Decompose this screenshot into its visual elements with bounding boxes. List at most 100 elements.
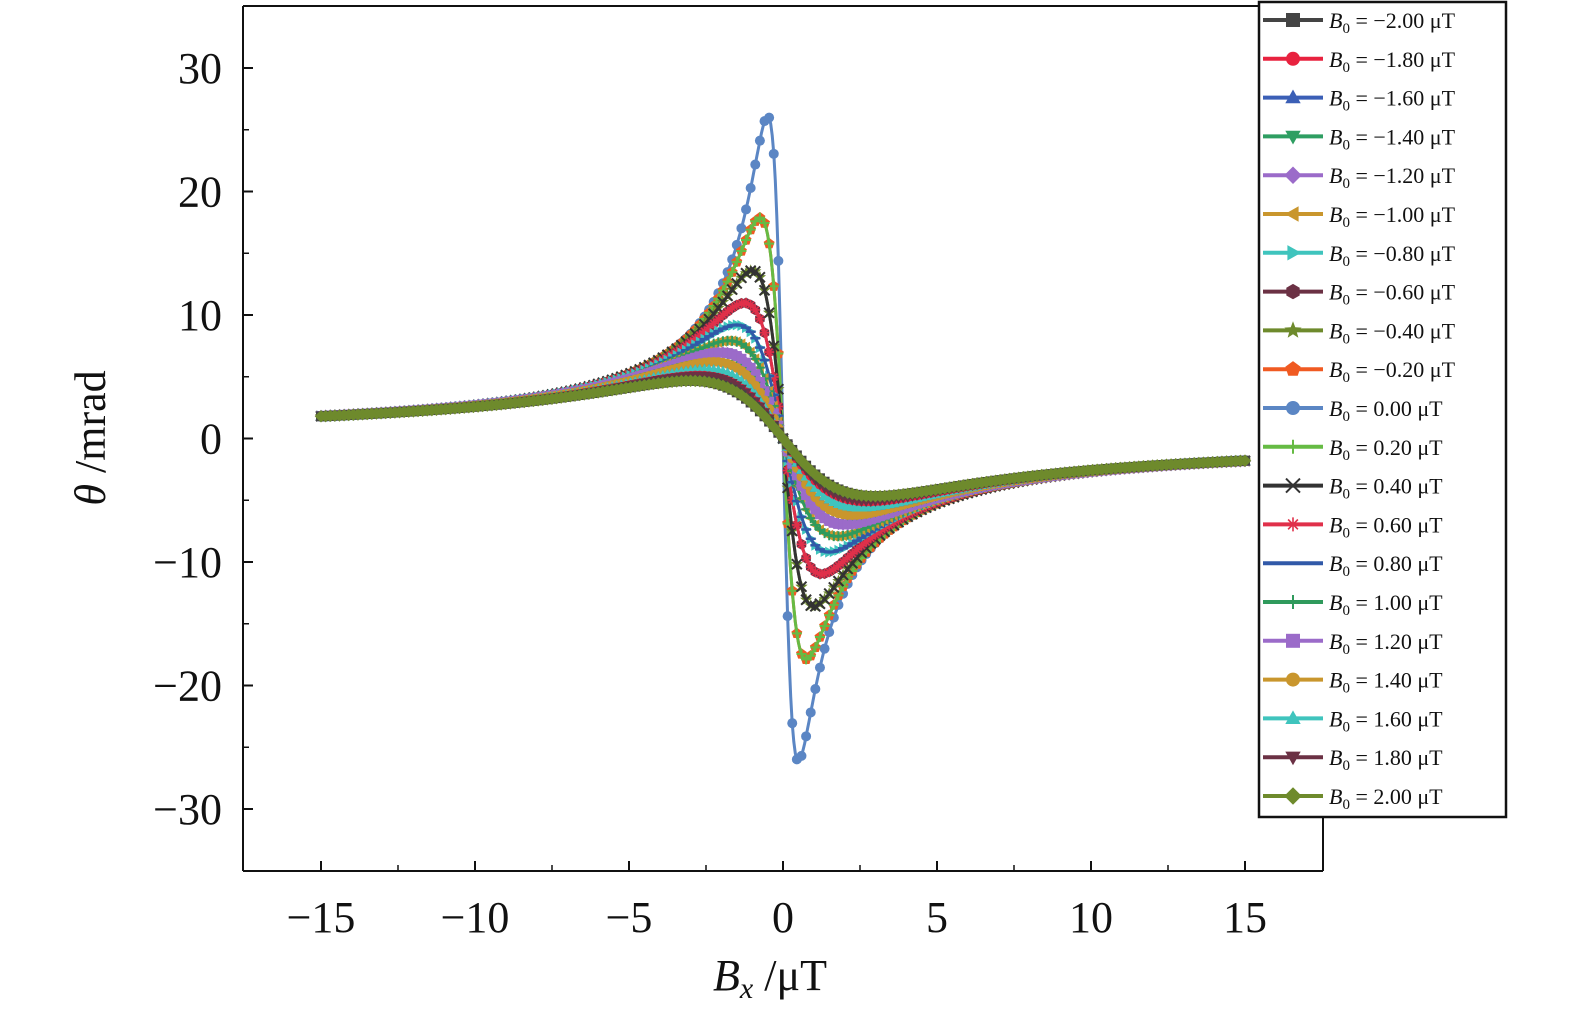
legend-label: B0 = 1.00 μT: [1329, 590, 1443, 619]
data-point: [754, 135, 765, 146]
legend-label: B0 = 2.00 μT: [1329, 784, 1443, 813]
data-point: [796, 539, 807, 550]
data-point: [870, 529, 881, 540]
data-point: [805, 497, 816, 508]
data-point: [801, 553, 812, 564]
x-tick-label: 10: [1069, 893, 1113, 942]
legend-entry: B0 = 0.00 μT: [1263, 396, 1443, 425]
x-tick-label: 0: [772, 893, 794, 942]
legend-marker: [1285, 130, 1301, 145]
legend-entry: B0 = −1.40 μT: [1263, 124, 1456, 153]
legend-marker: [1286, 283, 1300, 300]
legend-marker: [1286, 595, 1300, 609]
data-point: [801, 489, 812, 500]
legend-marker: [1286, 439, 1300, 454]
data-point: [745, 224, 756, 235]
legend-entry: B0 = 1.20 μT: [1263, 629, 1443, 658]
legend-label: B0 = 0.20 μT: [1329, 435, 1443, 464]
data-point: [754, 313, 765, 324]
data-point: [745, 299, 756, 310]
data-point: [727, 302, 738, 313]
data-point: [713, 337, 724, 348]
data-point: [750, 353, 761, 364]
data-point: [754, 271, 766, 283]
data-point: [676, 343, 687, 354]
data-point: [801, 731, 812, 742]
legend-marker: [1284, 166, 1302, 184]
data-point: [745, 183, 756, 194]
data-point: [713, 314, 724, 325]
data-point: [704, 322, 715, 333]
legend-entry: B0 = −0.80 μT: [1263, 241, 1456, 270]
data-point: [745, 362, 756, 373]
data-point: [717, 296, 729, 308]
data-point: [833, 560, 844, 571]
y-axis-label: θ /mrad: [66, 370, 115, 505]
data-point: [764, 112, 775, 123]
data-point: [795, 581, 808, 593]
y-tick-label: 0: [200, 415, 222, 464]
data-point: [731, 256, 742, 267]
data-point: [810, 642, 821, 653]
data-point: [861, 536, 872, 547]
data-point: [773, 255, 784, 266]
legend-marker: [1284, 321, 1302, 338]
data-point: [717, 310, 728, 321]
x-ticks: −15 −10 −5 0 5 10 15: [287, 861, 1267, 942]
legend-entry: B0 = 1.40 μT: [1263, 668, 1443, 697]
legend-marker: [1286, 517, 1300, 532]
y-tick-label: 10: [178, 291, 222, 340]
data-point: [823, 587, 835, 600]
data-point: [736, 245, 747, 256]
legend-label: B0 = 0.60 μT: [1329, 512, 1443, 541]
data-point: [865, 533, 876, 544]
data-point: [847, 548, 858, 559]
data-point: [750, 159, 761, 170]
legend-entry: B0 = −0.20 μT: [1263, 357, 1456, 386]
data-point: [768, 281, 779, 292]
legend-marker: [1285, 710, 1301, 724]
legend-label: B0 = −0.60 μT: [1329, 280, 1456, 309]
data-point: [842, 529, 853, 540]
data-point: [759, 327, 770, 338]
data-point: [819, 528, 830, 539]
data-point: [819, 643, 830, 654]
legend-label: B0 = −1.40 μT: [1329, 124, 1456, 153]
plot-area: −15 −10 −5 0 5 10 15 30 20 10 0 −10 −20 −30: [153, 5, 1324, 942]
legend-label: B0 = 0.40 μT: [1329, 474, 1443, 503]
legend-marker: [1286, 633, 1300, 648]
data-point: [727, 267, 738, 278]
legend-marker: [1286, 672, 1300, 687]
data-point: [754, 212, 765, 223]
legend-label: B0 = −1.20 μT: [1329, 163, 1456, 192]
legend-entry: B0 = 0.60 μT: [1263, 512, 1443, 541]
data-point: [758, 284, 771, 296]
data-point: [805, 707, 816, 718]
data-point: [750, 304, 761, 315]
data-point: [851, 544, 862, 555]
legend-marker: [1285, 751, 1301, 766]
data-point: [726, 283, 738, 296]
data-point: [741, 342, 752, 353]
data-point: [832, 575, 845, 587]
legend-entry: B0 = 1.00 μT: [1263, 590, 1443, 619]
x-axis-label: Bx /μT: [713, 951, 827, 1005]
x-tick-label: −15: [287, 893, 356, 942]
data-point: [819, 621, 830, 632]
data-point: [810, 504, 821, 515]
legend-entry: B0 = −2.00 μT: [1263, 8, 1456, 37]
data-point: [842, 552, 853, 563]
y-tick-label: 20: [178, 168, 222, 217]
legend-entry: B0 = 2.00 μT: [1263, 784, 1443, 813]
legend-marker: [1284, 206, 1299, 222]
data-point: [805, 650, 816, 661]
data-point: [759, 218, 770, 229]
data-point: [736, 223, 747, 234]
data-point: [745, 347, 756, 358]
data-point: [824, 610, 835, 621]
data-point: [828, 564, 839, 575]
data-point: [796, 750, 807, 761]
series-20: [314, 374, 1252, 503]
legend-entry: B0 = −1.80 μT: [1263, 47, 1456, 76]
